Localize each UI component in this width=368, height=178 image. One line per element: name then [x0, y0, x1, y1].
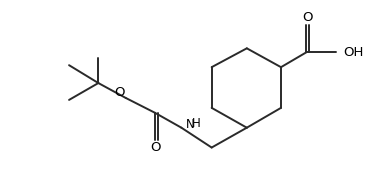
Text: O: O — [114, 87, 125, 100]
Text: O: O — [151, 141, 161, 154]
Text: H: H — [192, 117, 201, 130]
Text: OH: OH — [343, 46, 364, 59]
Text: N: N — [186, 118, 195, 131]
Text: O: O — [302, 11, 312, 24]
